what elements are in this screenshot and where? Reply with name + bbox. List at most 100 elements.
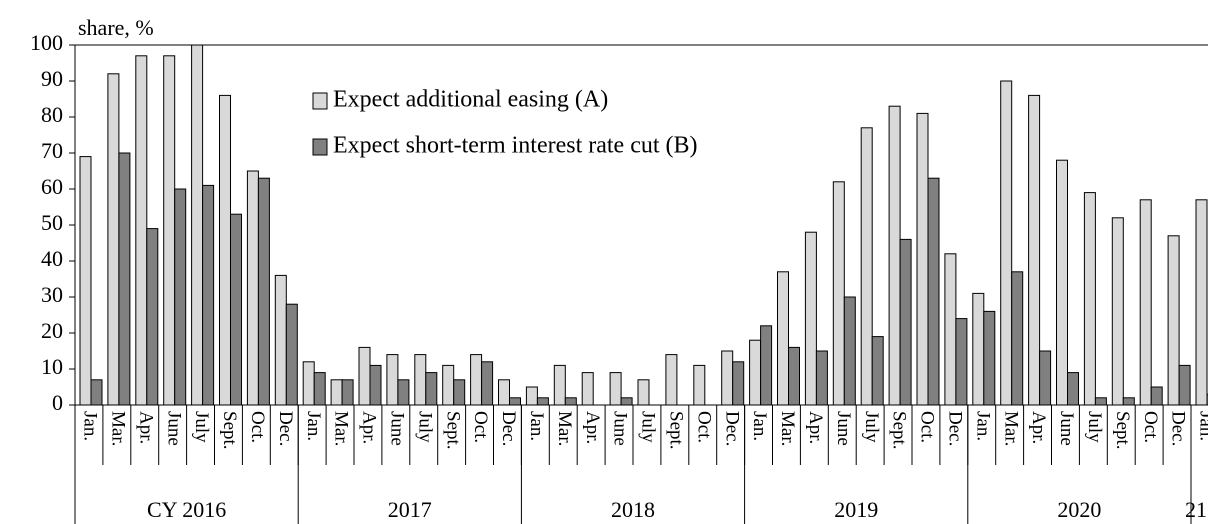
bar bbox=[1094, 397, 1107, 406]
x-tick-label: Dec. bbox=[721, 411, 742, 446]
y-tick-label: 10 bbox=[41, 354, 63, 379]
bar bbox=[302, 361, 315, 406]
bar bbox=[944, 253, 957, 406]
x-tick-label: Apr. bbox=[805, 411, 826, 444]
bar bbox=[732, 361, 745, 406]
x-tick-label: Oct. bbox=[693, 411, 714, 443]
bar bbox=[191, 44, 204, 406]
legend-label: Expect short-term interest rate cut (B) bbox=[333, 133, 698, 159]
y-tick-label: 50 bbox=[41, 210, 63, 235]
x-tick-label: July bbox=[191, 411, 212, 443]
bar bbox=[927, 177, 940, 406]
bar bbox=[609, 372, 622, 406]
y-tick-label: 60 bbox=[41, 174, 63, 199]
y-axis-label: share, % bbox=[78, 15, 154, 40]
group-label: 2020 bbox=[1057, 497, 1101, 522]
bar bbox=[369, 364, 382, 406]
x-tick-label: July bbox=[414, 411, 435, 443]
bar bbox=[257, 177, 270, 406]
bar bbox=[425, 372, 438, 406]
x-tick-label: Jan. bbox=[526, 411, 547, 441]
x-tick-label: Oct. bbox=[470, 411, 491, 443]
x-tick-label: Apr. bbox=[582, 411, 603, 444]
x-tick-label: June bbox=[833, 411, 854, 446]
bar bbox=[1067, 372, 1079, 406]
x-tick-label: June bbox=[163, 411, 184, 446]
bar bbox=[665, 354, 678, 406]
bar bbox=[414, 354, 427, 406]
bar bbox=[219, 94, 231, 406]
x-tick-label: Jan. bbox=[80, 411, 101, 441]
bar bbox=[1083, 192, 1096, 406]
bar bbox=[90, 379, 103, 406]
bar bbox=[832, 181, 845, 406]
bar bbox=[1039, 350, 1052, 406]
bar bbox=[843, 296, 856, 406]
bar bbox=[1011, 271, 1024, 406]
bar bbox=[118, 152, 131, 406]
bar bbox=[760, 325, 773, 406]
group-label: 2018 bbox=[611, 497, 655, 522]
bar bbox=[860, 127, 873, 406]
x-tick-label: Sept. bbox=[442, 411, 463, 450]
bar bbox=[313, 372, 326, 406]
bar bbox=[330, 379, 343, 406]
x-tick-label: Mar. bbox=[331, 411, 352, 446]
bar bbox=[749, 339, 762, 406]
bar bbox=[1122, 397, 1135, 406]
x-tick-label: July bbox=[638, 411, 659, 443]
group-label: 2017 bbox=[388, 497, 432, 522]
bar bbox=[693, 364, 706, 406]
x-tick-label: Mar. bbox=[1000, 411, 1021, 446]
bar bbox=[972, 292, 985, 406]
x-tick-label: July bbox=[1084, 411, 1105, 443]
bar bbox=[888, 105, 901, 406]
y-tick-label: 100 bbox=[30, 30, 63, 55]
bar bbox=[1195, 199, 1208, 406]
x-tick-label: Dec. bbox=[1168, 411, 1189, 446]
group-label: 2019 bbox=[834, 497, 878, 522]
bar bbox=[246, 170, 259, 406]
x-tick-label: Dec. bbox=[275, 411, 296, 446]
bar bbox=[536, 397, 549, 406]
bar bbox=[341, 379, 354, 406]
x-tick-label: Apr. bbox=[359, 411, 380, 444]
x-tick-label: Jan. bbox=[749, 411, 770, 441]
bar bbox=[721, 350, 734, 406]
y-tick-label: 0 bbox=[52, 390, 63, 415]
x-tick-label: Mar. bbox=[107, 411, 128, 446]
bar bbox=[620, 397, 633, 406]
group-label: CY 2016 bbox=[147, 497, 226, 522]
x-tick-label: Oct. bbox=[1140, 411, 1161, 443]
legend-swatch bbox=[312, 138, 328, 156]
bar bbox=[564, 397, 577, 406]
bar bbox=[1139, 199, 1152, 406]
bar bbox=[453, 379, 466, 406]
x-tick-label: Jan. bbox=[1196, 411, 1208, 441]
y-tick-label: 90 bbox=[41, 66, 63, 91]
bar bbox=[202, 184, 215, 406]
bar bbox=[107, 73, 120, 406]
x-tick-label: Sept. bbox=[889, 411, 910, 450]
x-tick-label: June bbox=[1056, 411, 1077, 446]
bar bbox=[285, 303, 298, 406]
bar bbox=[1178, 364, 1191, 406]
bar bbox=[498, 379, 510, 406]
bar bbox=[581, 372, 594, 406]
bar bbox=[358, 346, 371, 406]
bar bbox=[955, 318, 968, 406]
bar bbox=[1150, 386, 1163, 406]
bar bbox=[230, 213, 242, 406]
legend-swatch bbox=[312, 92, 328, 110]
bar bbox=[899, 238, 912, 406]
x-tick-label: Jan. bbox=[303, 411, 324, 441]
x-tick-label: Oct. bbox=[917, 411, 938, 443]
bar bbox=[804, 231, 817, 406]
x-tick-label: Jan. bbox=[972, 411, 993, 441]
bar bbox=[871, 336, 884, 406]
bar bbox=[983, 310, 996, 406]
y-tick-label: 80 bbox=[41, 102, 63, 127]
bar bbox=[509, 397, 521, 406]
x-tick-label: July bbox=[861, 411, 882, 443]
